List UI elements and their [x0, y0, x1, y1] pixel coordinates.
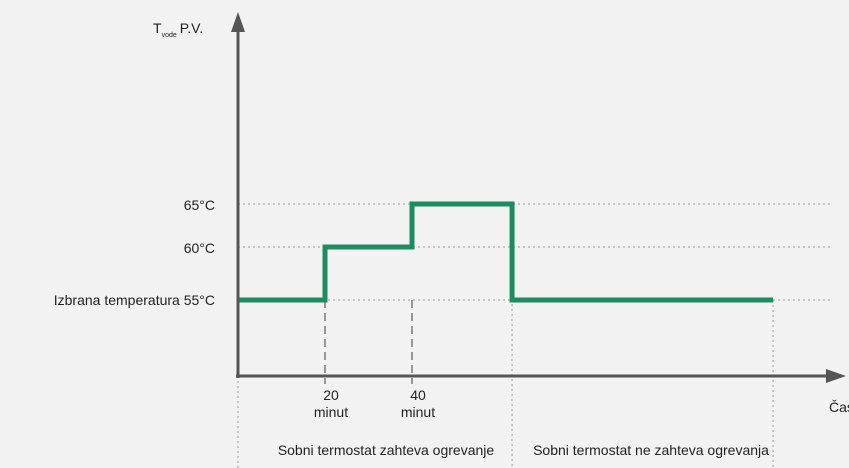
y-axis-title: Tvode P.V.	[153, 20, 203, 39]
series-line-0	[238, 201, 774, 303]
x-tick-40-unit: minut	[401, 404, 435, 420]
y-level-label-60: 60°C	[184, 240, 215, 256]
phase-label-heating: Sobni termostat zahteva ogrevanje	[278, 442, 495, 458]
x-axis-arrow	[826, 369, 846, 383]
phase-label-no-heating: Sobni termostat ne zahteva ogrevanja	[533, 442, 769, 458]
x-tick-20-unit: minut	[314, 404, 348, 420]
grid-layer	[237, 203, 832, 468]
x-tick-40-value: 40	[410, 387, 426, 403]
series-layer	[238, 201, 774, 303]
y-level-label-55: Izbrana temperatura 55°C	[54, 292, 215, 308]
y-level-label-65: 65°C	[184, 197, 215, 213]
y-axis-arrow	[231, 12, 245, 32]
x-axis-title: Čas	[829, 399, 849, 415]
x-tick-20-value: 20	[323, 387, 339, 403]
